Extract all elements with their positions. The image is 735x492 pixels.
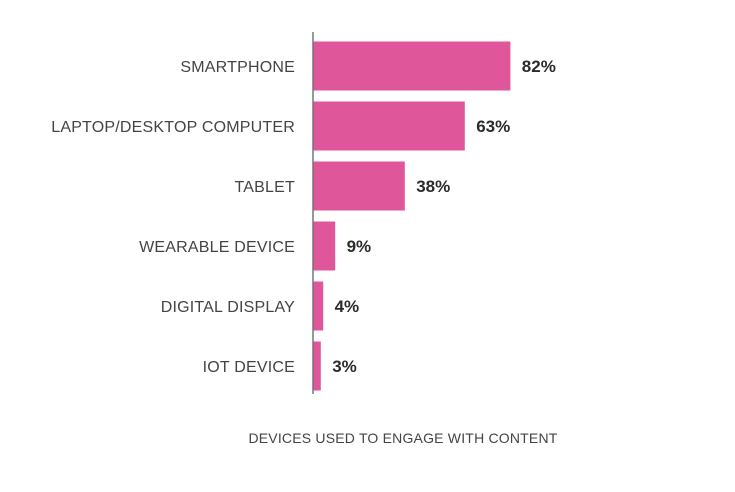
category-label-5: IOT DEVICE: [203, 359, 295, 376]
category-label-3: WEARABLE DEVICE: [139, 239, 295, 256]
bar-5: [313, 341, 321, 391]
value-label-3: 9%: [347, 237, 372, 256]
bar-1: [313, 101, 465, 151]
bar-0: [313, 41, 511, 91]
value-label-2: 38%: [416, 177, 450, 196]
value-label-1: 63%: [476, 117, 510, 136]
bar-4: [313, 281, 324, 331]
bar-3: [313, 221, 336, 271]
category-label-2: TABLET: [235, 179, 296, 196]
category-label-1: LAPTOP/DESKTOP COMPUTER: [51, 119, 295, 136]
category-label-0: SMARTPHONE: [180, 59, 295, 76]
bars-group: SMARTPHONE 82% LAPTOP/DESKTOP COMPUTER 63% T…: [51, 41, 556, 391]
category-label-4: DIGITAL DISPLAY: [161, 299, 295, 316]
value-label-0: 82%: [522, 57, 556, 76]
value-label-5: 3%: [332, 357, 357, 376]
value-label-4: 4%: [335, 297, 360, 316]
x-axis-label: DEVICES USED TO ENGAGE WITH CONTENT: [248, 430, 557, 446]
bar-2: [313, 161, 405, 211]
